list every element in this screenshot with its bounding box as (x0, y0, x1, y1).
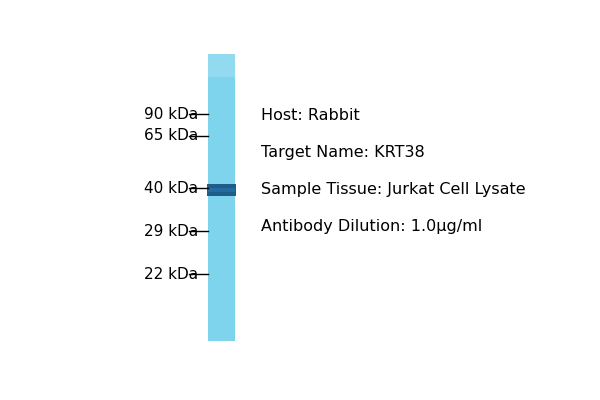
Text: 65 kDa: 65 kDa (144, 128, 198, 143)
Text: 29 kDa: 29 kDa (144, 224, 198, 239)
Text: Antibody Dilution: 1.0µg/ml: Antibody Dilution: 1.0µg/ml (261, 219, 482, 234)
Text: Sample Tissue: Jurkat Cell Lysate: Sample Tissue: Jurkat Cell Lysate (261, 182, 526, 197)
Text: Target Name: KRT38: Target Name: KRT38 (261, 145, 425, 160)
Bar (208, 54, 235, 77)
Text: 90 kDa: 90 kDa (144, 107, 198, 122)
Text: Host: Rabbit: Host: Rabbit (261, 108, 360, 123)
Bar (208, 54, 235, 341)
Bar (208, 188, 235, 192)
Text: 40 kDa: 40 kDa (144, 181, 198, 196)
Text: 22 kDa: 22 kDa (144, 267, 198, 282)
Bar (206, 184, 236, 196)
